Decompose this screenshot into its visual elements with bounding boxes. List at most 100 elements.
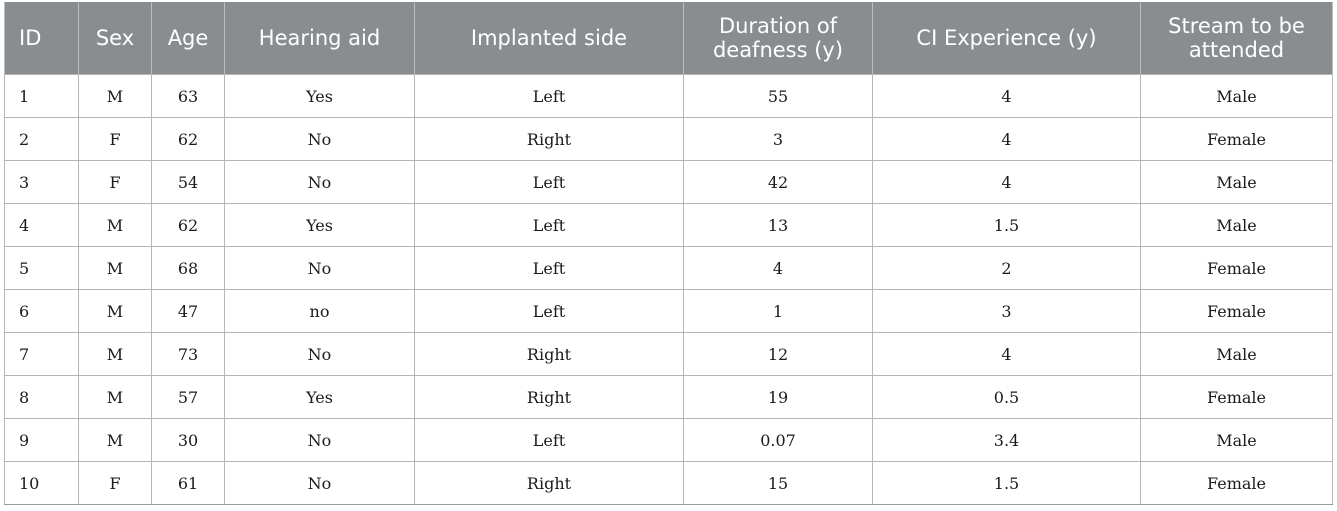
header-hearing-aid: Hearing aid xyxy=(224,2,415,75)
cell-duration-of-deafness: 13 xyxy=(683,203,873,247)
cell-id: 10 xyxy=(4,461,79,505)
table-row: 3 F 54 No Left 42 4 Male xyxy=(4,160,1333,204)
cell-ci-experience: 4 xyxy=(872,117,1141,161)
table-row: 9 M 30 No Left 0.07 3.4 Male xyxy=(4,418,1333,462)
cell-duration-of-deafness: 3 xyxy=(683,117,873,161)
cell-id: 8 xyxy=(4,375,79,419)
participants-table: ID Sex Age Hearing aid Implanted side Du… xyxy=(4,2,1333,505)
cell-sex: M xyxy=(78,375,152,419)
cell-implanted-side: Left xyxy=(414,418,684,462)
cell-ci-experience: 4 xyxy=(872,332,1141,376)
cell-hearing-aid: Yes xyxy=(224,375,415,419)
cell-id: 9 xyxy=(4,418,79,462)
cell-ci-experience: 0.5 xyxy=(872,375,1141,419)
cell-duration-of-deafness: 0.07 xyxy=(683,418,873,462)
cell-duration-of-deafness: 4 xyxy=(683,246,873,290)
cell-stream-to-be-attended: Male xyxy=(1140,332,1333,376)
header-ci-experience: CI Experience (y) xyxy=(872,2,1141,75)
cell-ci-experience: 4 xyxy=(872,74,1141,118)
cell-ci-experience: 1.5 xyxy=(872,203,1141,247)
cell-duration-of-deafness: 12 xyxy=(683,332,873,376)
cell-stream-to-be-attended: Male xyxy=(1140,203,1333,247)
cell-age: 63 xyxy=(151,74,225,118)
table-header: ID Sex Age Hearing aid Implanted side Du… xyxy=(4,2,1333,75)
cell-stream-to-be-attended: Male xyxy=(1140,74,1333,118)
cell-implanted-side: Left xyxy=(414,289,684,333)
table-row: 2 F 62 No Right 3 4 Female xyxy=(4,117,1333,161)
cell-stream-to-be-attended: Female xyxy=(1140,461,1333,505)
header-id: ID xyxy=(4,2,79,75)
cell-sex: F xyxy=(78,117,152,161)
cell-age: 62 xyxy=(151,203,225,247)
table-row: 8 M 57 Yes Right 19 0.5 Female xyxy=(4,375,1333,419)
cell-stream-to-be-attended: Female xyxy=(1140,246,1333,290)
cell-ci-experience: 1.5 xyxy=(872,461,1141,505)
participants-table-container: ID Sex Age Hearing aid Implanted side Du… xyxy=(4,2,1333,505)
cell-implanted-side: Right xyxy=(414,375,684,419)
table-body: 1 M 63 Yes Left 55 4 Male 2 F 62 No Right 3 4 Female 3 F 5… xyxy=(4,74,1333,505)
cell-implanted-side: Right xyxy=(414,461,684,505)
cell-id: 6 xyxy=(4,289,79,333)
cell-duration-of-deafness: 15 xyxy=(683,461,873,505)
cell-ci-experience: 2 xyxy=(872,246,1141,290)
table-row: 10 F 61 No Right 15 1.5 Female xyxy=(4,461,1333,505)
cell-hearing-aid: No xyxy=(224,332,415,376)
cell-hearing-aid: No xyxy=(224,246,415,290)
table-row: 5 M 68 No Left 4 2 Female xyxy=(4,246,1333,290)
cell-hearing-aid: no xyxy=(224,289,415,333)
cell-id: 2 xyxy=(4,117,79,161)
cell-implanted-side: Left xyxy=(414,203,684,247)
cell-stream-to-be-attended: Female xyxy=(1140,117,1333,161)
table-row: 6 M 47 no Left 1 3 Female xyxy=(4,289,1333,333)
header-age: Age xyxy=(151,2,225,75)
cell-id: 5 xyxy=(4,246,79,290)
cell-age: 30 xyxy=(151,418,225,462)
cell-duration-of-deafness: 55 xyxy=(683,74,873,118)
cell-duration-of-deafness: 1 xyxy=(683,289,873,333)
cell-sex: M xyxy=(78,289,152,333)
cell-stream-to-be-attended: Male xyxy=(1140,160,1333,204)
cell-age: 57 xyxy=(151,375,225,419)
header-row: ID Sex Age Hearing aid Implanted side Du… xyxy=(4,2,1333,75)
header-stream-to-be-attended: Stream to be attended xyxy=(1140,2,1333,75)
cell-age: 47 xyxy=(151,289,225,333)
header-implanted-side: Implanted side xyxy=(414,2,684,75)
cell-implanted-side: Left xyxy=(414,246,684,290)
cell-hearing-aid: No xyxy=(224,160,415,204)
cell-age: 68 xyxy=(151,246,225,290)
header-sex: Sex xyxy=(78,2,152,75)
cell-age: 54 xyxy=(151,160,225,204)
cell-ci-experience: 3.4 xyxy=(872,418,1141,462)
cell-sex: M xyxy=(78,418,152,462)
cell-sex: M xyxy=(78,203,152,247)
cell-hearing-aid: Yes xyxy=(224,74,415,118)
cell-sex: M xyxy=(78,74,152,118)
cell-stream-to-be-attended: Male xyxy=(1140,418,1333,462)
header-duration-of-deafness: Duration of deafness (y) xyxy=(683,2,873,75)
cell-implanted-side: Right xyxy=(414,332,684,376)
table-row: 7 M 73 No Right 12 4 Male xyxy=(4,332,1333,376)
cell-sex: F xyxy=(78,461,152,505)
cell-duration-of-deafness: 19 xyxy=(683,375,873,419)
table-row: 1 M 63 Yes Left 55 4 Male xyxy=(4,74,1333,118)
cell-hearing-aid: Yes xyxy=(224,203,415,247)
cell-implanted-side: Left xyxy=(414,160,684,204)
cell-age: 61 xyxy=(151,461,225,505)
cell-sex: M xyxy=(78,246,152,290)
table-row: 4 M 62 Yes Left 13 1.5 Male xyxy=(4,203,1333,247)
cell-duration-of-deafness: 42 xyxy=(683,160,873,204)
cell-id: 7 xyxy=(4,332,79,376)
cell-age: 62 xyxy=(151,117,225,161)
cell-stream-to-be-attended: Female xyxy=(1140,375,1333,419)
cell-ci-experience: 4 xyxy=(872,160,1141,204)
cell-ci-experience: 3 xyxy=(872,289,1141,333)
cell-hearing-aid: No xyxy=(224,418,415,462)
cell-hearing-aid: No xyxy=(224,117,415,161)
cell-implanted-side: Right xyxy=(414,117,684,161)
cell-id: 1 xyxy=(4,74,79,118)
cell-hearing-aid: No xyxy=(224,461,415,505)
cell-id: 4 xyxy=(4,203,79,247)
cell-sex: F xyxy=(78,160,152,204)
cell-id: 3 xyxy=(4,160,79,204)
cell-implanted-side: Left xyxy=(414,74,684,118)
